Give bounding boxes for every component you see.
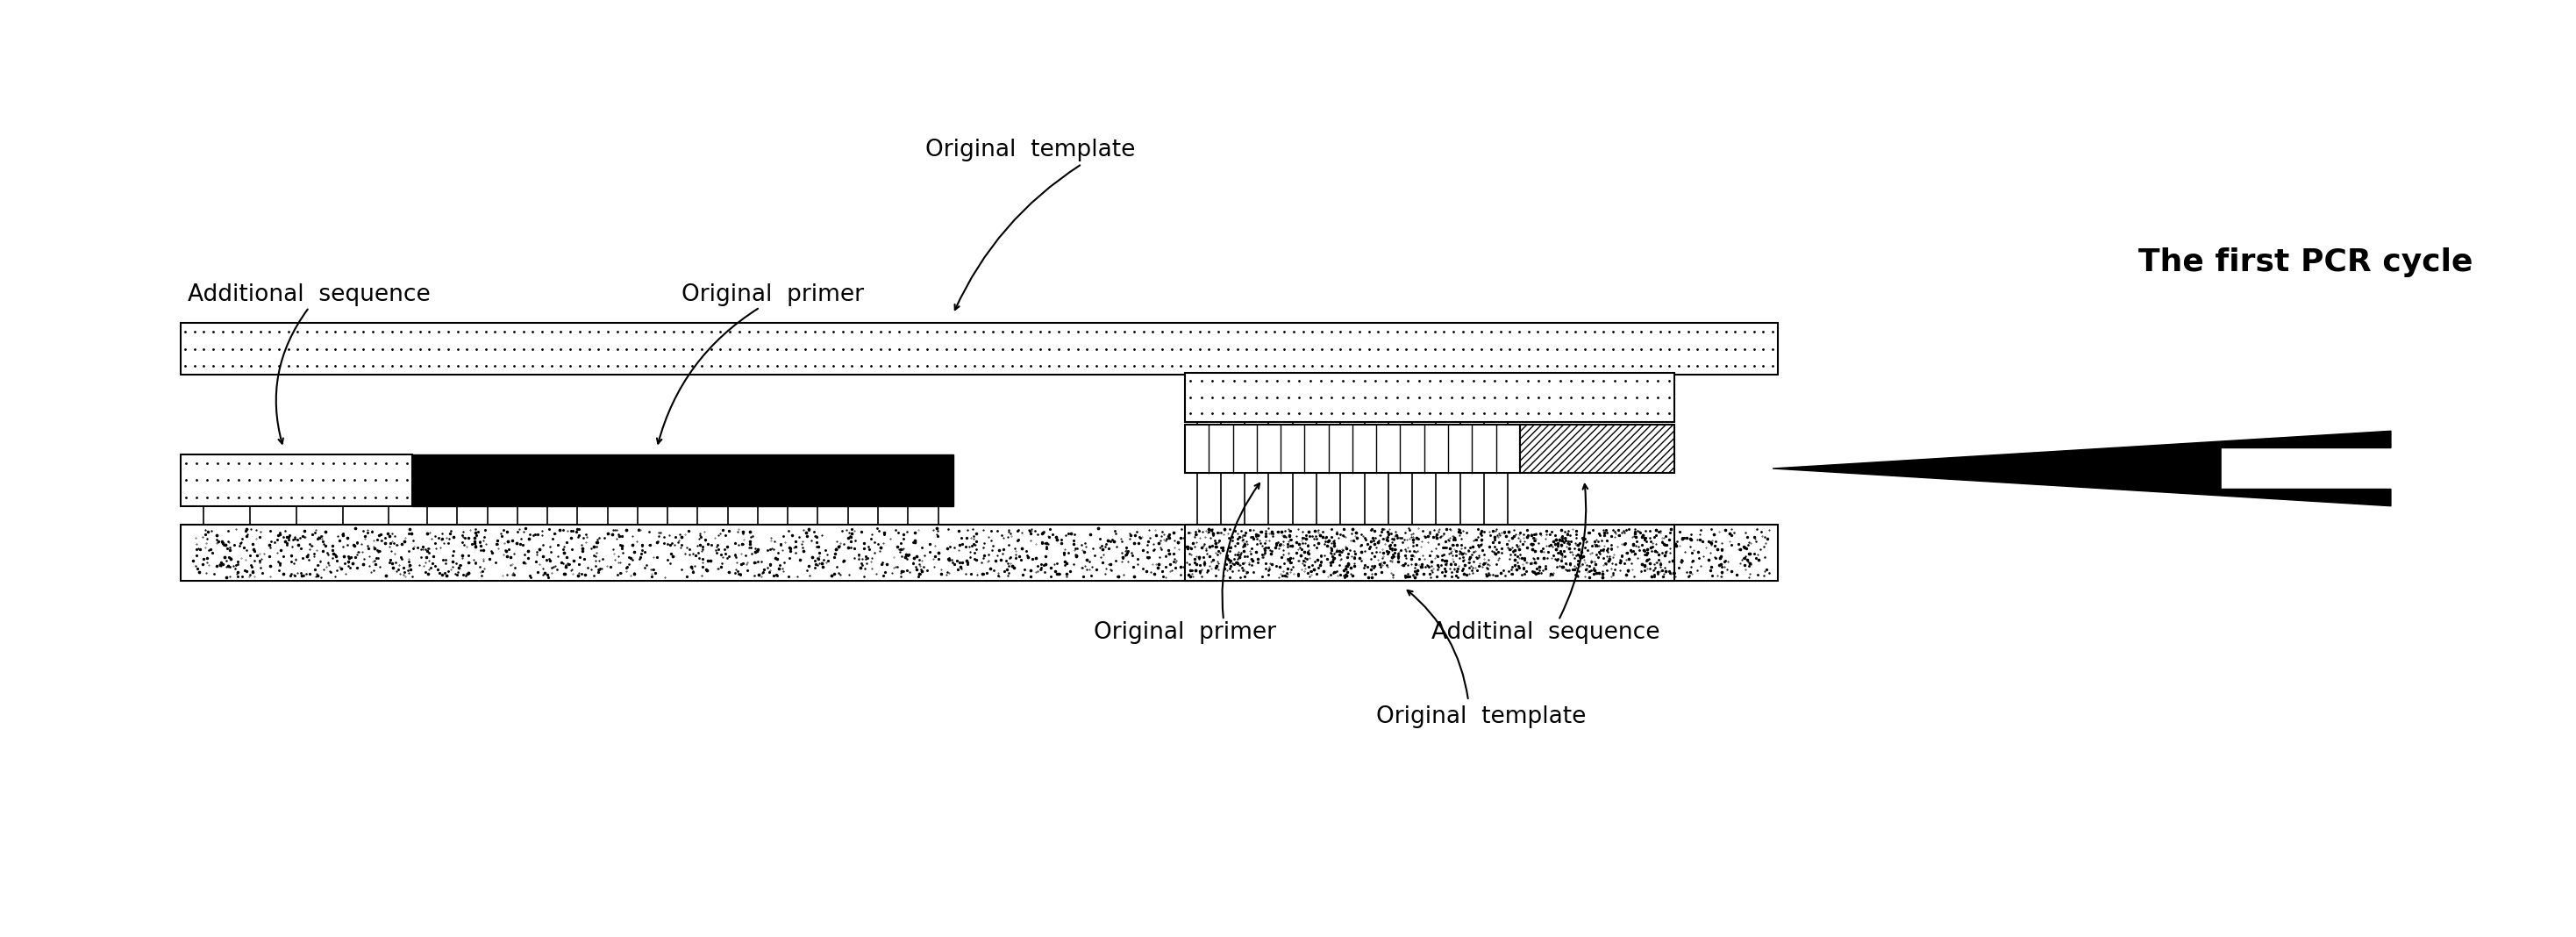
Bar <box>180 323 1777 375</box>
Bar <box>180 525 1777 581</box>
Text: Additinal  sequence: Additinal sequence <box>1432 621 1659 644</box>
Polygon shape <box>1772 431 2391 506</box>
Text: Original  primer: Original primer <box>683 284 863 306</box>
Bar <box>1520 424 1674 473</box>
Text: Original  template: Original template <box>1376 706 1587 728</box>
Bar <box>412 454 953 506</box>
Bar <box>1185 373 1674 422</box>
Bar <box>1185 424 1520 473</box>
Bar <box>1185 525 1674 581</box>
Text: The first PCR cycle: The first PCR cycle <box>2138 247 2473 277</box>
Text: Original  template: Original template <box>925 139 1136 161</box>
Text: Original  primer: Original primer <box>1095 621 1275 644</box>
Bar <box>180 454 412 506</box>
Text: Additional  sequence: Additional sequence <box>188 284 430 306</box>
